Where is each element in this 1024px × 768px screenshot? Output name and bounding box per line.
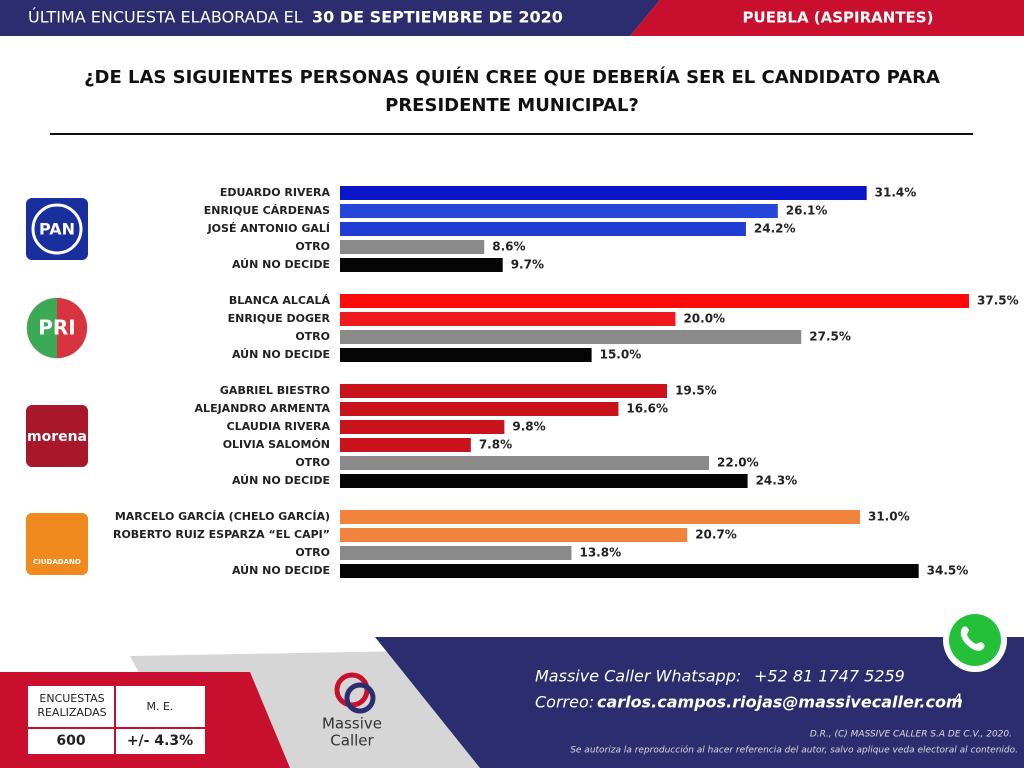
bar (340, 294, 969, 308)
party-logo (26, 513, 88, 575)
value-label: 31.4% (875, 186, 917, 200)
category-label: MARCELO GARCÍA (CHELO GARCÍA) (115, 510, 330, 523)
value-label: 34.5% (927, 564, 969, 578)
bar (340, 240, 485, 254)
party-logo-ring (31, 203, 83, 255)
party-logo-red (57, 298, 87, 358)
category-label: OTRO (295, 240, 330, 253)
party-logo (26, 405, 88, 467)
category-label: AÚN NO DECIDE (232, 564, 330, 577)
chart-title: ¿DE LAS SIGUIENTES PERSONAS QUIÉN CREE Q… (84, 66, 940, 88)
category-label: AÚN NO DECIDE (232, 348, 330, 361)
bar (340, 456, 710, 470)
stats-table (28, 686, 205, 754)
value-label: 37.5% (977, 294, 1019, 308)
party-logo-green (27, 298, 57, 358)
page-number: 4 (953, 691, 963, 709)
brand-icon (344, 682, 376, 714)
category-label: ENRIQUE DOGER (228, 312, 331, 325)
bar (340, 546, 572, 560)
party-logo-text: PAN (39, 220, 75, 239)
category-label: BLANCA ALCALÁ (229, 294, 331, 307)
value-label: 20.0% (683, 312, 725, 326)
value-label: 24.3% (756, 474, 798, 488)
value-label: 27.5% (809, 330, 851, 344)
value-label: 19.5% (675, 384, 717, 398)
whatsapp-label: Massive Caller Whatsapp: (535, 667, 741, 686)
whatsapp-phone (960, 626, 985, 651)
table-header: M. E. (147, 700, 174, 713)
bar (340, 474, 748, 488)
value-label: 9.8% (512, 420, 545, 434)
bar (340, 330, 802, 344)
category-label: OTRO (295, 456, 330, 469)
header-band (0, 0, 660, 36)
table-header-text: ENCUESTAS REALIZADAS (37, 692, 107, 719)
whatsapp: +52 81 1747 5259 (754, 667, 905, 686)
bar (340, 510, 860, 524)
whatsapp-icon (949, 614, 1001, 666)
category-label: EDUARDO RIVERA (220, 186, 331, 199)
table-value: 600 (56, 733, 85, 749)
copyright: D.R., (C) MASSIVE CALLER S.A DE C.V., 20… (810, 730, 1012, 740)
notice: Se autoriza la reproducción al hacer ref… (570, 745, 1018, 756)
bar (340, 420, 505, 434)
bar (340, 222, 746, 236)
email-label: Correo: (535, 693, 594, 712)
category-label: OLIVIA SALOMÓN (223, 438, 330, 451)
bar (340, 384, 668, 398)
value-label: 24.2% (754, 222, 796, 236)
table-header: ENCUESTAS REALIZADAS (37, 692, 107, 719)
category-label: AÚN NO DECIDE (232, 474, 330, 487)
value-label: 13.8% (579, 546, 621, 560)
value-label: 8.6% (492, 240, 525, 254)
value-label: 31.0% (868, 510, 910, 524)
header-band-red (630, 0, 1024, 36)
bar (340, 258, 503, 272)
bar (340, 402, 619, 416)
bar (340, 564, 919, 578)
party-logo (26, 198, 88, 260)
bar (340, 528, 688, 542)
party-logo-text: PRI (38, 316, 76, 340)
category-label: AÚN NO DECIDE (232, 258, 330, 271)
category-label: ROBERTO RUIZ ESPARZA “EL CAPI” (113, 528, 330, 541)
bar (340, 348, 592, 362)
header-region: PUEBLA (ASPIRANTES) (743, 9, 934, 27)
bar (340, 186, 867, 200)
category-label: ENRIQUE CÁRDENAS (204, 204, 330, 217)
brand: Massive (322, 715, 382, 733)
party-logo-text: CIUDADANO (33, 558, 81, 566)
bar (340, 312, 676, 326)
footer-navy (375, 637, 1024, 768)
value-label: 22.0% (717, 456, 759, 470)
category-label: CLAUDIA RIVERA (227, 420, 331, 433)
table-value: +/- 4.3% (127, 733, 193, 749)
value-label: 20.7% (695, 528, 737, 542)
brand: Caller (330, 732, 374, 750)
value-label: 9.7% (511, 258, 544, 272)
email: carlos.campos.riojas@massivecaller.com (597, 693, 963, 712)
value-label: 26.1% (786, 204, 828, 218)
category-label: OTRO (295, 546, 330, 559)
value-label: 15.0% (600, 348, 642, 362)
header-prefix: ÚLTIMA ENCUESTA ELABORADA EL (28, 8, 303, 27)
chart-title: PRESIDENTE MUNICIPAL? (385, 95, 639, 116)
bar (340, 438, 471, 452)
category-label: JOSÉ ANTONIO GALÍ (207, 222, 330, 235)
category-label: OTRO (295, 330, 330, 343)
value-label: 7.8% (479, 438, 512, 452)
bar (340, 204, 778, 218)
value-label: 16.6% (626, 402, 668, 416)
header-date: 30 DE SEPTIEMBRE DE 2020 (312, 8, 563, 27)
category-label: ALEJANDRO ARMENTA (195, 402, 331, 415)
party-logo-text: morena (27, 429, 87, 445)
category-label: GABRIEL BIESTRO (220, 384, 330, 397)
